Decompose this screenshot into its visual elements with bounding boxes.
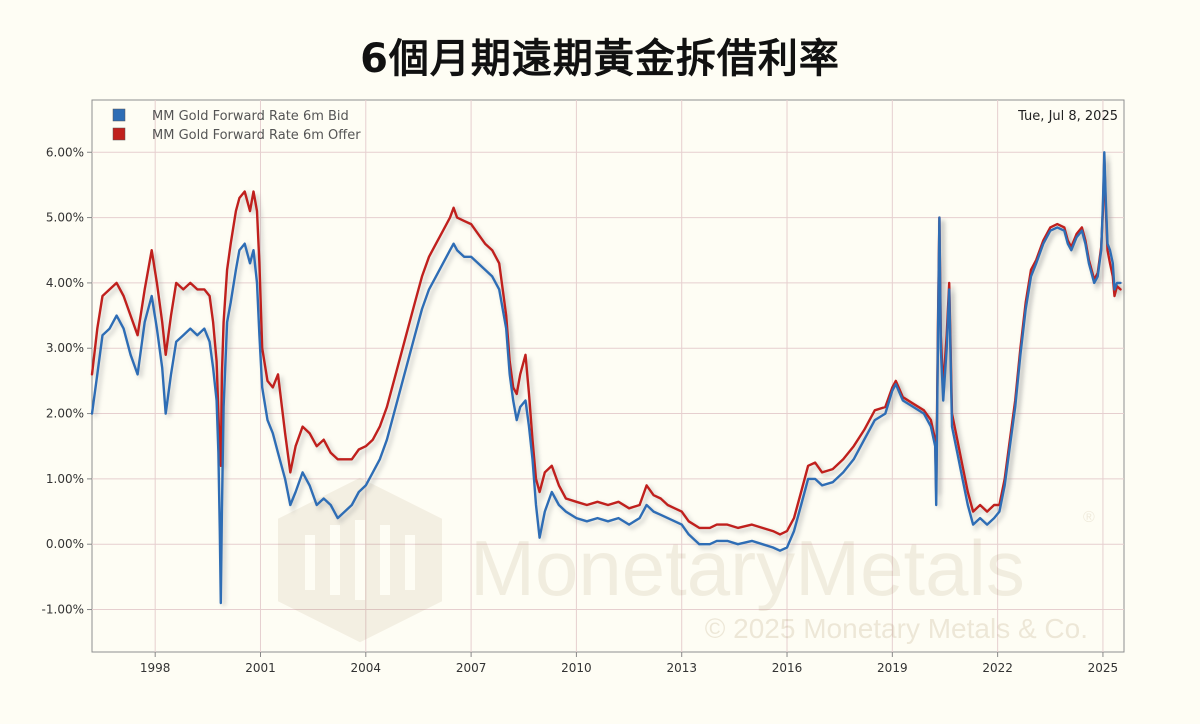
x-tick-label: 2025 bbox=[1088, 661, 1119, 675]
y-tick-label: 4.00% bbox=[46, 276, 84, 290]
x-tick-label: 2007 bbox=[456, 661, 487, 675]
legend-swatch-offer bbox=[112, 127, 126, 141]
x-tick-label: 2016 bbox=[772, 661, 803, 675]
monetary-metals-logo-icon bbox=[278, 477, 442, 643]
x-tick-label: 2004 bbox=[351, 661, 382, 675]
x-tick-label: 2010 bbox=[561, 661, 592, 675]
y-axis: -1.00% 0.00% 1.00% 2.00% 3.00% 4.00% 5.00% 6.00… bbox=[42, 145, 92, 617]
x-tick-label: 2019 bbox=[877, 661, 908, 675]
series-line-offer bbox=[90, 157, 1122, 536]
series-layer bbox=[90, 151, 1125, 607]
x-tick-label: 2013 bbox=[666, 661, 697, 675]
series-line-bid bbox=[90, 151, 1122, 605]
legend-label-offer: MM Gold Forward Rate 6m Offer bbox=[152, 128, 361, 143]
x-tick-label: 2001 bbox=[245, 661, 276, 675]
y-tick-label: 2.00% bbox=[46, 407, 84, 421]
chart-date: Tue, Jul 8, 2025 bbox=[1017, 109, 1118, 124]
legend: MM Gold Forward Rate 6m Bid MM Gold Forw… bbox=[112, 108, 361, 143]
watermark-text: MonetaryMetals bbox=[470, 524, 1025, 612]
watermark-registered: ® bbox=[1083, 509, 1095, 526]
y-tick-label: 6.00% bbox=[46, 145, 84, 159]
page-title: 6個月期遠期黃金拆借利率 bbox=[360, 36, 840, 82]
y-tick-label: 3.00% bbox=[46, 341, 84, 355]
legend-label-bid: MM Gold Forward Rate 6m Bid bbox=[152, 109, 349, 124]
y-tick-label: -1.00% bbox=[42, 603, 84, 617]
x-axis: 1998 2001 2004 2007 2010 2013 2016 2019 2022 2025 bbox=[140, 652, 1118, 675]
x-tick-label: 1998 bbox=[140, 661, 171, 675]
x-tick-label: 2022 bbox=[982, 661, 1013, 675]
y-tick-label: 0.00% bbox=[46, 537, 84, 551]
y-tick-label: 5.00% bbox=[46, 211, 84, 225]
legend-swatch-bid bbox=[112, 108, 126, 122]
watermark: MonetaryMetals ® © 2025 Monetary Metals … bbox=[278, 477, 1095, 644]
copyright-text: © 2025 Monetary Metals & Co. bbox=[705, 613, 1088, 644]
y-tick-label: 1.00% bbox=[46, 472, 84, 486]
